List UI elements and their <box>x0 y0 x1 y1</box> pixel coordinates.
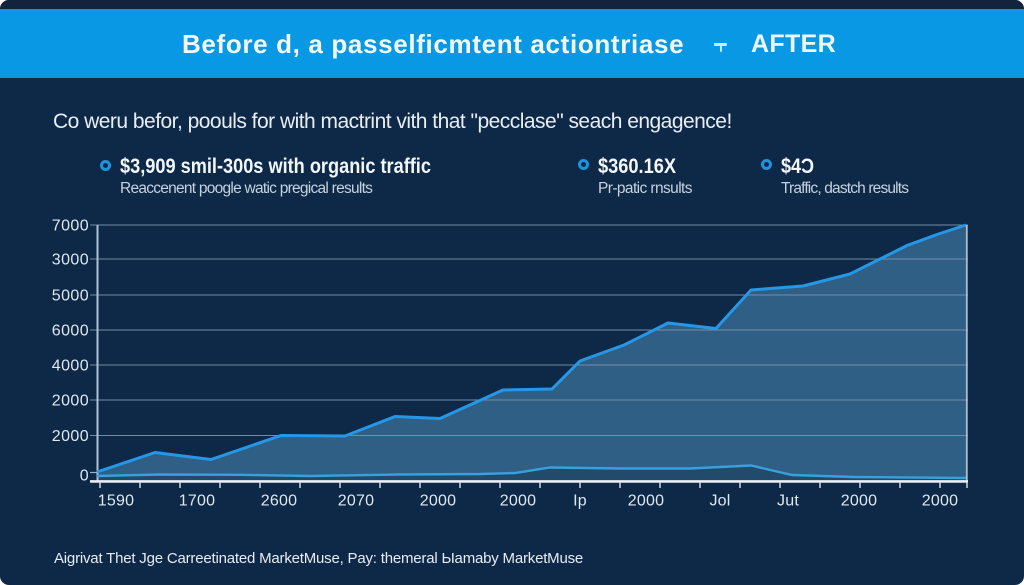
svg-text:5000: 5000 <box>52 288 89 305</box>
svg-text:4000: 4000 <box>52 358 89 375</box>
svg-text:1590: 1590 <box>98 493 134 510</box>
svg-text:2600: 2600 <box>261 493 297 510</box>
svg-text:2000: 2000 <box>922 493 958 510</box>
svg-text:1700: 1700 <box>179 493 215 510</box>
svg-text:2070: 2070 <box>338 493 374 510</box>
svg-text:2000: 2000 <box>628 493 664 510</box>
svg-text:Jol: Jol <box>709 493 730 510</box>
svg-text:2000: 2000 <box>52 428 89 445</box>
svg-text:2000: 2000 <box>841 493 877 510</box>
svg-text:2000: 2000 <box>500 493 536 510</box>
svg-text:7000: 7000 <box>52 218 89 235</box>
svg-text:2000: 2000 <box>52 393 89 410</box>
svg-text:3000: 3000 <box>52 252 89 269</box>
svg-text:2000: 2000 <box>420 493 456 510</box>
svg-text:Jut: Jut <box>777 493 799 510</box>
svg-text:Ip: Ip <box>573 493 587 510</box>
svg-text:0: 0 <box>80 468 89 485</box>
svg-text:6000: 6000 <box>52 323 89 340</box>
